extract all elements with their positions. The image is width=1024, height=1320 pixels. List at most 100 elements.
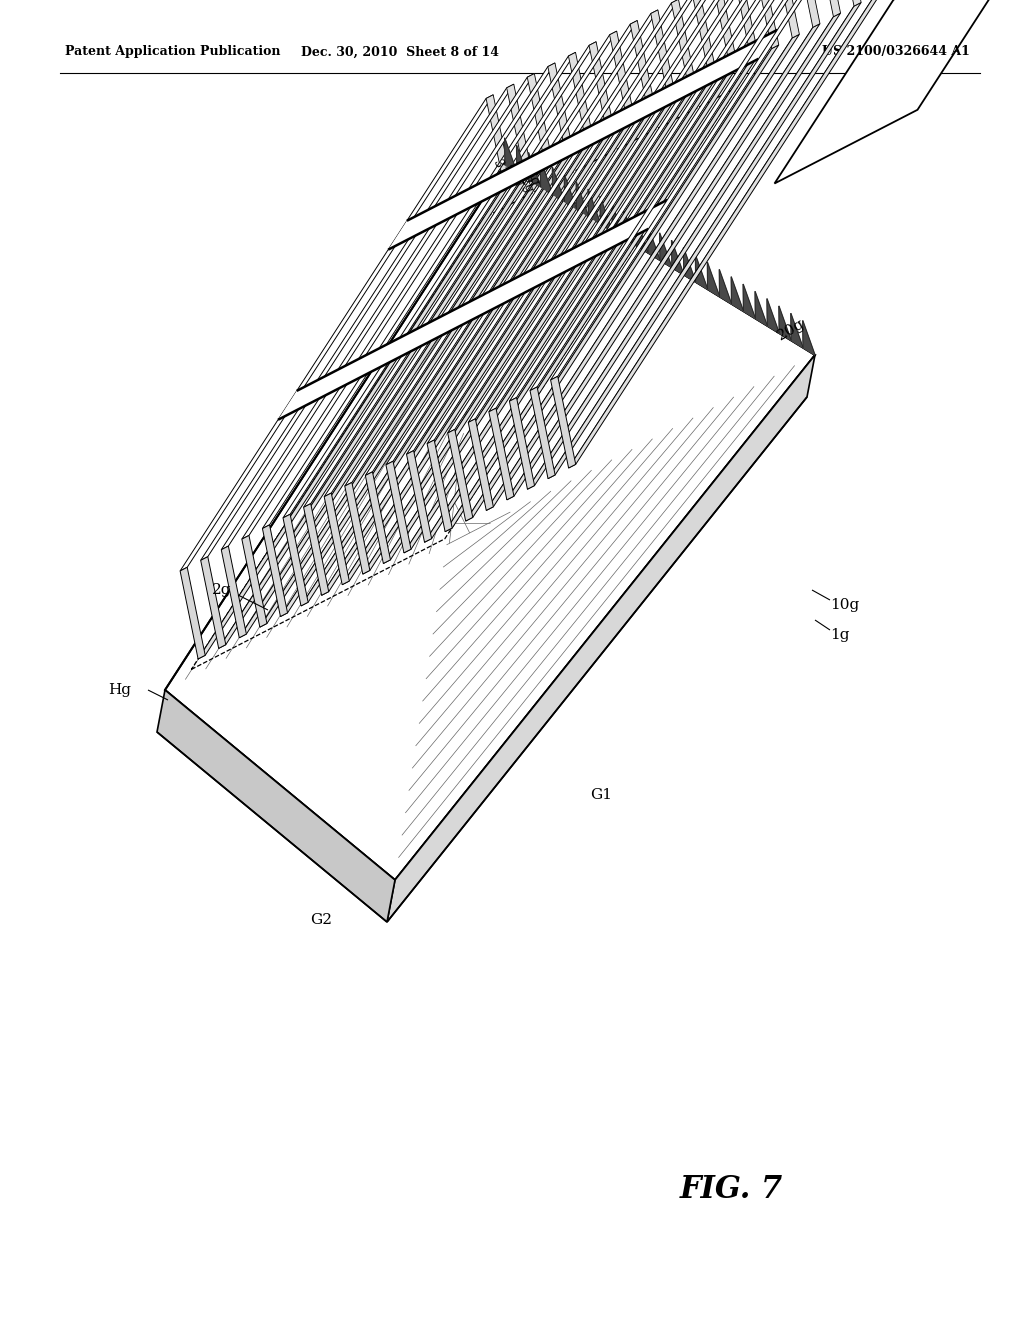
- Polygon shape: [774, 0, 800, 38]
- Polygon shape: [774, 0, 1024, 183]
- Polygon shape: [488, 408, 514, 500]
- Polygon shape: [388, 30, 777, 249]
- Polygon shape: [221, 74, 535, 549]
- Text: 10g: 10g: [830, 598, 859, 612]
- Polygon shape: [345, 482, 370, 574]
- Polygon shape: [403, 77, 717, 553]
- Polygon shape: [198, 182, 511, 659]
- Polygon shape: [530, 0, 843, 391]
- Polygon shape: [609, 32, 635, 123]
- Polygon shape: [651, 11, 676, 102]
- Polygon shape: [507, 24, 820, 500]
- Polygon shape: [552, 168, 564, 202]
- Polygon shape: [180, 95, 494, 572]
- Polygon shape: [219, 172, 531, 648]
- Polygon shape: [516, 145, 528, 180]
- Polygon shape: [600, 197, 612, 231]
- Polygon shape: [322, 119, 635, 595]
- Polygon shape: [303, 32, 616, 507]
- Text: 2g: 2g: [212, 583, 231, 597]
- Polygon shape: [180, 568, 205, 659]
- Polygon shape: [713, 0, 737, 70]
- Polygon shape: [303, 504, 329, 595]
- Polygon shape: [648, 226, 660, 260]
- Polygon shape: [242, 536, 267, 627]
- Polygon shape: [791, 313, 803, 347]
- Polygon shape: [387, 355, 815, 921]
- Polygon shape: [588, 189, 600, 223]
- Text: US 2100/0326644 A1: US 2100/0326644 A1: [822, 45, 970, 58]
- Polygon shape: [345, 11, 657, 486]
- Polygon shape: [486, 34, 800, 511]
- Polygon shape: [165, 165, 815, 880]
- Polygon shape: [719, 269, 731, 304]
- Polygon shape: [283, 42, 596, 517]
- Polygon shape: [527, 74, 552, 165]
- Polygon shape: [201, 557, 226, 648]
- Polygon shape: [325, 494, 349, 585]
- Polygon shape: [733, 0, 758, 59]
- Polygon shape: [468, 0, 781, 422]
- Polygon shape: [507, 84, 531, 176]
- Polygon shape: [425, 66, 737, 543]
- Polygon shape: [577, 182, 589, 216]
- Text: FIG. 7: FIG. 7: [680, 1175, 783, 1205]
- Polygon shape: [427, 0, 740, 444]
- Polygon shape: [486, 95, 511, 186]
- Polygon shape: [530, 387, 555, 479]
- Polygon shape: [731, 277, 743, 312]
- Text: 30g: 30g: [505, 161, 526, 189]
- Text: G2: G2: [310, 913, 332, 927]
- Polygon shape: [767, 298, 779, 333]
- Polygon shape: [636, 218, 648, 252]
- Polygon shape: [755, 292, 767, 326]
- Polygon shape: [548, 3, 861, 479]
- Polygon shape: [386, 0, 699, 465]
- Polygon shape: [568, 0, 882, 469]
- Polygon shape: [743, 284, 756, 318]
- Polygon shape: [283, 515, 308, 606]
- Polygon shape: [548, 63, 573, 154]
- Polygon shape: [447, 429, 473, 521]
- Polygon shape: [279, 199, 668, 420]
- Text: Hg: Hg: [108, 682, 131, 697]
- Polygon shape: [795, 0, 820, 28]
- Polygon shape: [568, 53, 594, 144]
- Polygon shape: [803, 321, 815, 355]
- Polygon shape: [366, 0, 679, 475]
- Polygon shape: [551, 376, 575, 469]
- Polygon shape: [672, 0, 696, 91]
- Polygon shape: [815, 0, 841, 17]
- Polygon shape: [342, 108, 655, 585]
- Polygon shape: [624, 211, 636, 246]
- Polygon shape: [281, 140, 594, 616]
- Polygon shape: [201, 84, 514, 561]
- Polygon shape: [564, 174, 577, 209]
- Polygon shape: [672, 240, 684, 275]
- Polygon shape: [836, 0, 861, 7]
- Polygon shape: [242, 63, 555, 539]
- Polygon shape: [386, 461, 411, 553]
- Polygon shape: [466, 45, 779, 521]
- Polygon shape: [427, 440, 453, 532]
- Polygon shape: [325, 21, 637, 496]
- Polygon shape: [527, 13, 841, 490]
- Polygon shape: [447, 0, 761, 433]
- Polygon shape: [509, 397, 535, 490]
- Polygon shape: [407, 0, 720, 454]
- Polygon shape: [541, 160, 553, 194]
- Text: 32g: 32g: [514, 169, 536, 195]
- Polygon shape: [221, 546, 247, 638]
- Polygon shape: [383, 87, 696, 564]
- Polygon shape: [551, 0, 863, 380]
- Polygon shape: [754, 0, 779, 49]
- Polygon shape: [157, 690, 395, 921]
- Polygon shape: [260, 150, 573, 627]
- Polygon shape: [445, 55, 758, 532]
- Polygon shape: [695, 255, 708, 289]
- Polygon shape: [692, 0, 717, 81]
- Text: Patent Application Publication: Patent Application Publication: [65, 45, 281, 58]
- Polygon shape: [509, 0, 822, 401]
- Polygon shape: [240, 161, 552, 638]
- Polygon shape: [505, 137, 517, 173]
